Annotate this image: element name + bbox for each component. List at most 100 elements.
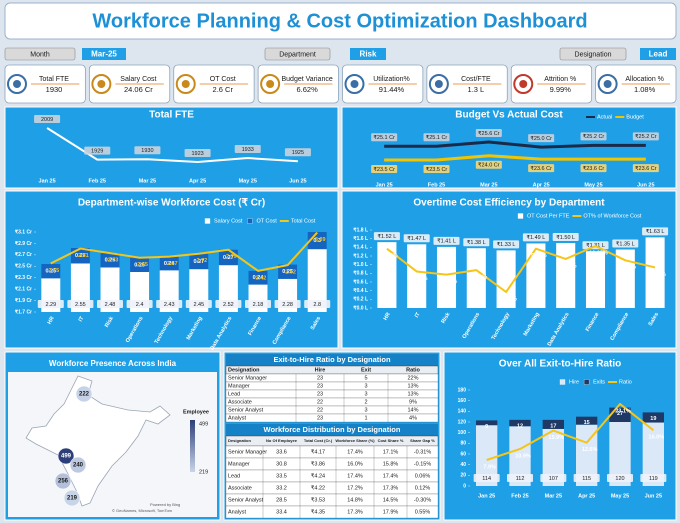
y-tick-label: ₹1.4 L <box>353 245 368 251</box>
table-cell: 0.55% <box>415 509 431 515</box>
table-row <box>225 413 439 423</box>
y-tick-label: 160 <box>458 398 467 404</box>
y-tick-label: ₹1.0 L <box>353 262 368 268</box>
table-cell: ₹3.86 <box>311 460 325 467</box>
kpi-icon-dot <box>97 80 106 88</box>
table-cell: ₹4.17 <box>311 448 325 455</box>
kpi-value: 1930 <box>46 85 63 94</box>
data-label: 16.0% <box>649 435 665 441</box>
kpi-label: Salary Cost <box>120 76 156 83</box>
table-cell: 2 <box>364 399 367 405</box>
label-box <box>284 148 311 157</box>
legend-swatch <box>517 213 524 219</box>
filter-label-box[interactable] <box>559 47 627 61</box>
table-cell: Manager <box>228 461 250 467</box>
data-label: 9.02% <box>501 296 517 302</box>
bar-segment <box>377 242 397 308</box>
legend-label: Ratio <box>619 379 632 385</box>
kpi-icon-dot <box>181 80 190 88</box>
kpi-value: 91.44% <box>379 85 405 94</box>
bar-segment <box>278 264 298 279</box>
label-box <box>475 129 502 137</box>
label-box <box>522 233 549 242</box>
data-label: ₹25.6 Cr <box>478 130 500 137</box>
data-label: 2.18 <box>253 302 264 308</box>
data-label: ₹25.0 Cr <box>530 135 552 142</box>
label-box <box>423 133 450 142</box>
column-header: Designation <box>228 367 260 373</box>
data-label: 1923 <box>191 151 203 157</box>
bar-segment <box>159 256 179 271</box>
table-row <box>225 381 439 391</box>
filter-label-box[interactable] <box>264 47 331 61</box>
y-tick-label: ₹1.7 Cr <box>15 309 32 315</box>
x-tick-label: Apr 25 <box>189 178 206 184</box>
label-box <box>84 146 111 155</box>
data-label: 0.24 <box>253 275 265 281</box>
bar-segment <box>576 416 598 425</box>
label-box <box>156 300 183 308</box>
table-cell: 9% <box>409 399 417 405</box>
data-label: 2.55 <box>48 268 59 274</box>
legend-title: Employee <box>183 409 209 415</box>
y-tick-label: ₹0.0 L <box>353 305 368 311</box>
data-label: ₹1.47 L <box>407 235 426 242</box>
data-label: ₹23.6 Cr <box>530 165 552 172</box>
column-header: Workforce Share (%) <box>335 438 375 443</box>
x-tick-label: May 25 <box>584 182 602 188</box>
filter-value-box[interactable] <box>640 48 676 60</box>
y-tick-label: ₹1.2 L <box>353 253 368 259</box>
table-cell: -0.30% <box>414 497 432 503</box>
legend-label: Actual <box>597 114 612 120</box>
data-label: ₹25.1 Cr <box>426 134 448 141</box>
y-tick-label: ₹1.6 L <box>353 236 368 242</box>
data-label: ₹1.38 L <box>467 239 486 246</box>
table-cell: ₹3.53 <box>311 496 325 503</box>
kpi-icon-dot <box>519 80 528 88</box>
data-label: 2.28 <box>282 302 293 308</box>
filter-value-box[interactable] <box>350 48 386 60</box>
label-box <box>552 233 579 241</box>
bar-segment <box>542 428 564 486</box>
data-label: ₹25.2 Cr <box>635 133 657 140</box>
kpi-value: 1.3 L <box>468 85 485 94</box>
label-box <box>371 133 398 142</box>
table-row <box>225 457 439 471</box>
label-box <box>304 300 331 308</box>
x-tick-label: IT <box>78 315 86 323</box>
region-label: 240 <box>73 463 84 469</box>
y-tick-label: ₹1.8 L <box>353 227 368 233</box>
data-label: 10.9% <box>515 453 531 459</box>
data-label: ₹1.50 L <box>556 234 575 241</box>
chart-title: Overtime Cost Efficiency by Department <box>413 198 605 209</box>
table-cell: Manager <box>228 383 250 389</box>
filter-value-box[interactable] <box>82 48 126 60</box>
bar-segment <box>642 422 664 486</box>
bar-segment <box>41 264 61 279</box>
bar-segment <box>130 257 150 272</box>
data-label: ₹24.0 Cr <box>478 161 500 168</box>
credit: Powered by Bing <box>150 502 180 507</box>
label-box <box>403 234 430 243</box>
table-cell: 14.5% <box>383 497 399 503</box>
kpi-label: Total FTE <box>39 76 69 83</box>
bar-segment <box>476 420 498 426</box>
data-label: 3.09 <box>315 237 326 243</box>
data-label: 2.72 <box>196 258 207 264</box>
data-label: 9.41% <box>442 279 458 285</box>
x-tick-label: Risk <box>104 315 115 329</box>
table-cell: Lead <box>228 473 240 479</box>
filter-label-box[interactable] <box>4 47 76 61</box>
data-label: 2.8 <box>313 302 321 308</box>
data-label: 0.25 <box>282 269 293 275</box>
label-box <box>234 145 261 154</box>
y-tick-label: ₹2.9 Cr <box>15 241 32 247</box>
data-label: 27 <box>617 411 623 417</box>
data-label: 9.73% <box>620 265 636 271</box>
table-cell: 13% <box>407 383 418 389</box>
x-tick-label: Apr 25 <box>578 493 595 499</box>
data-label: ₹23.5 Cr <box>426 166 448 173</box>
data-label: 2.4 <box>136 302 144 308</box>
label-box <box>540 474 567 482</box>
table-cell: ₹4.24 <box>311 472 325 479</box>
